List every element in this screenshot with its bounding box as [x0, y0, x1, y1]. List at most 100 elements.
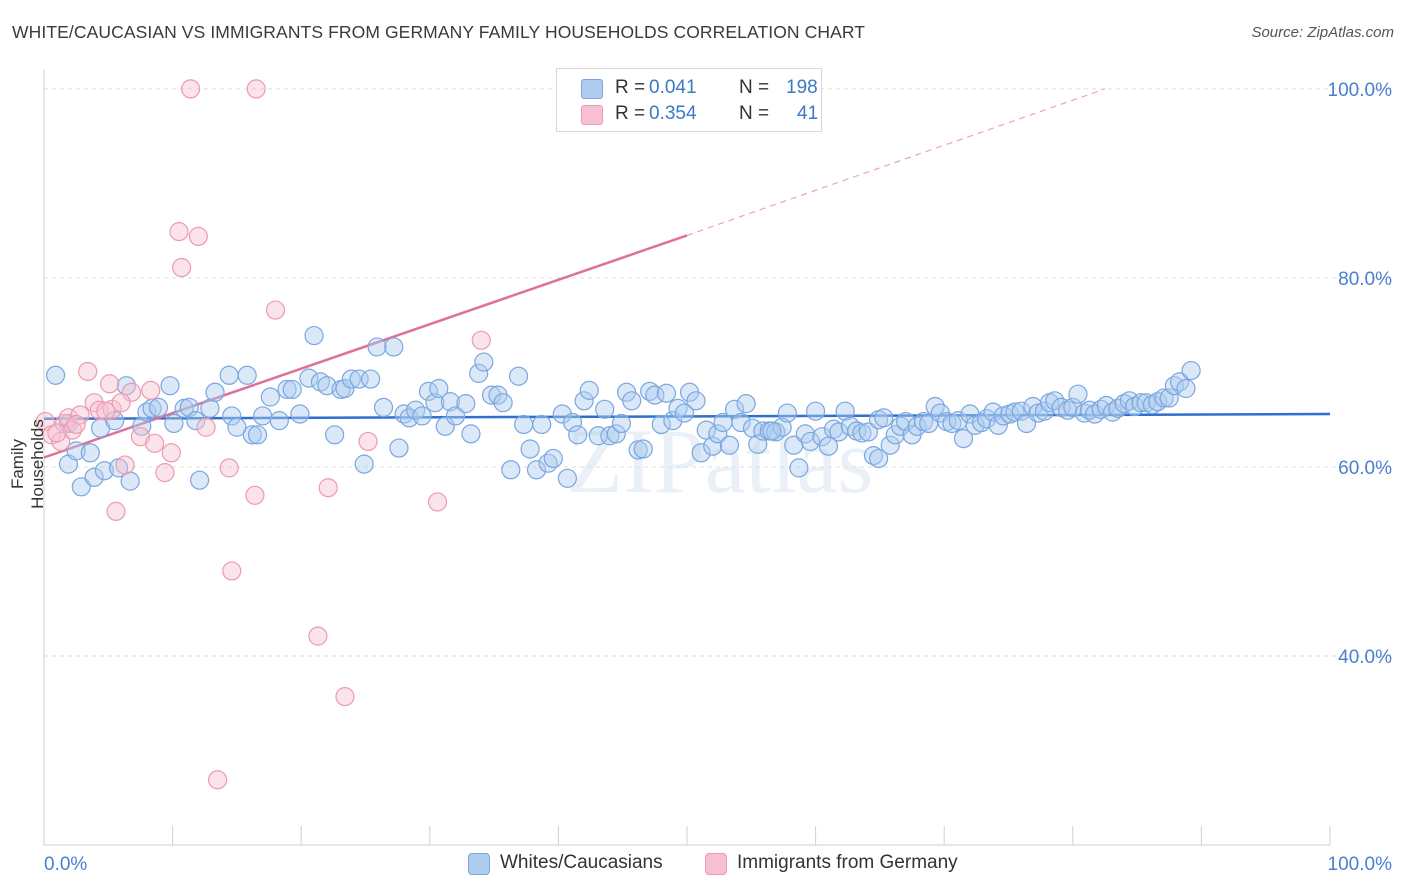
- tick-labels: 40.0% 60.0% 80.0% 100.0% 0.0% 100.0%: [44, 80, 1392, 875]
- point-whites: [190, 470, 210, 490]
- point-whites: [731, 412, 751, 433]
- point-whites: [384, 337, 404, 357]
- point-whites: [1068, 384, 1088, 404]
- point-whites: [501, 460, 521, 480]
- point-germany: [358, 431, 378, 452]
- legend-r-value-germany: 0.354: [649, 103, 697, 124]
- bottom-legend-swatch-whites: [468, 853, 490, 875]
- point-whites: [953, 428, 974, 449]
- point-whites: [526, 460, 547, 480]
- point-whites: [611, 413, 632, 434]
- point-germany: [427, 492, 448, 512]
- point-germany: [141, 380, 161, 400]
- point-whites: [988, 415, 1008, 435]
- point-whites: [1181, 360, 1201, 381]
- point-whites: [805, 401, 826, 421]
- point-whites: [137, 402, 157, 422]
- point-whites: [777, 403, 797, 423]
- bottom-legend-swatch-germany: [705, 853, 727, 875]
- point-whites: [568, 425, 588, 445]
- point-whites: [789, 458, 809, 478]
- point-whites: [835, 401, 855, 421]
- point-whites: [66, 441, 86, 461]
- bottom-legend-label-whites: Whites/Caucasians: [500, 852, 663, 873]
- point-whites: [869, 448, 889, 469]
- point-germany: [115, 455, 135, 475]
- point-whites: [686, 391, 706, 411]
- point-whites: [852, 423, 872, 443]
- point-germany: [246, 79, 266, 99]
- point-germany: [96, 401, 116, 421]
- point-germany: [471, 330, 491, 350]
- point-whites: [269, 411, 289, 431]
- point-whites: [557, 468, 578, 488]
- point-germany: [70, 405, 90, 425]
- point-whites: [508, 366, 529, 386]
- point-whites: [691, 443, 711, 463]
- point-whites: [863, 446, 884, 466]
- point-germany: [245, 485, 265, 505]
- point-whites: [595, 399, 615, 419]
- point-whites: [440, 392, 460, 412]
- point-germany: [130, 427, 151, 447]
- x-tick-label: 0.0%: [44, 854, 87, 875]
- trend-line-whites: [43, 412, 1331, 420]
- y-axis-label: Family Households: [8, 419, 47, 509]
- point-whites: [367, 337, 387, 357]
- point-whites: [651, 414, 671, 435]
- point-whites: [148, 397, 169, 418]
- x-tick-label: 100.0%: [1328, 854, 1393, 875]
- point-whites: [461, 424, 481, 444]
- legend-n-label: N =: [739, 103, 770, 124]
- legend-swatch-germany: [581, 105, 603, 125]
- point-whites: [1159, 388, 1179, 408]
- point-whites: [1058, 400, 1078, 420]
- point-whites: [469, 363, 489, 383]
- point-whites: [282, 379, 302, 400]
- point-whites: [606, 424, 626, 444]
- point-whites: [674, 403, 695, 423]
- point-germany: [161, 443, 181, 463]
- trend-line-germany-extension: [686, 88, 1106, 236]
- point-whites: [425, 393, 445, 413]
- y-tick-label: 60.0%: [1338, 458, 1392, 479]
- source-label: Source: ZipAtlas.com: [1251, 24, 1394, 41]
- point-whites: [456, 394, 476, 414]
- point-whites: [736, 394, 756, 414]
- point-whites: [186, 411, 206, 431]
- point-whites: [237, 365, 257, 385]
- legend-n-value-germany: 41: [797, 103, 819, 124]
- point-whites: [858, 422, 878, 442]
- point-whites: [762, 421, 782, 441]
- point-whites: [253, 406, 273, 426]
- data-points: [35, 79, 1201, 790]
- point-whites: [290, 404, 310, 424]
- point-germany: [111, 393, 131, 413]
- point-whites: [719, 435, 740, 455]
- point-germany: [318, 478, 338, 498]
- point-germany: [308, 626, 328, 646]
- point-whites: [277, 379, 297, 400]
- point-whites: [1164, 376, 1184, 396]
- point-whites: [1011, 401, 1031, 421]
- point-whites: [45, 365, 66, 385]
- point-whites: [543, 448, 563, 469]
- point-germany: [208, 770, 228, 790]
- point-whites: [222, 406, 242, 426]
- point-whites: [80, 443, 100, 463]
- legend-r-label: R =: [615, 77, 646, 98]
- point-whites: [304, 325, 324, 346]
- legend-n-label: N =: [739, 77, 770, 98]
- point-whites: [633, 439, 653, 459]
- point-whites: [335, 378, 355, 399]
- y-tick-label: 100.0%: [1328, 80, 1393, 101]
- point-whites: [772, 417, 792, 437]
- stats-legend: R = 0.041 N = 198 R = 0.354 N = 41: [556, 68, 822, 132]
- grid-lines: [44, 88, 1390, 657]
- point-whites: [708, 424, 728, 444]
- point-whites: [656, 383, 677, 403]
- point-whites: [824, 419, 844, 439]
- point-whites: [640, 381, 660, 401]
- point-germany: [47, 423, 67, 443]
- point-whites: [663, 411, 683, 431]
